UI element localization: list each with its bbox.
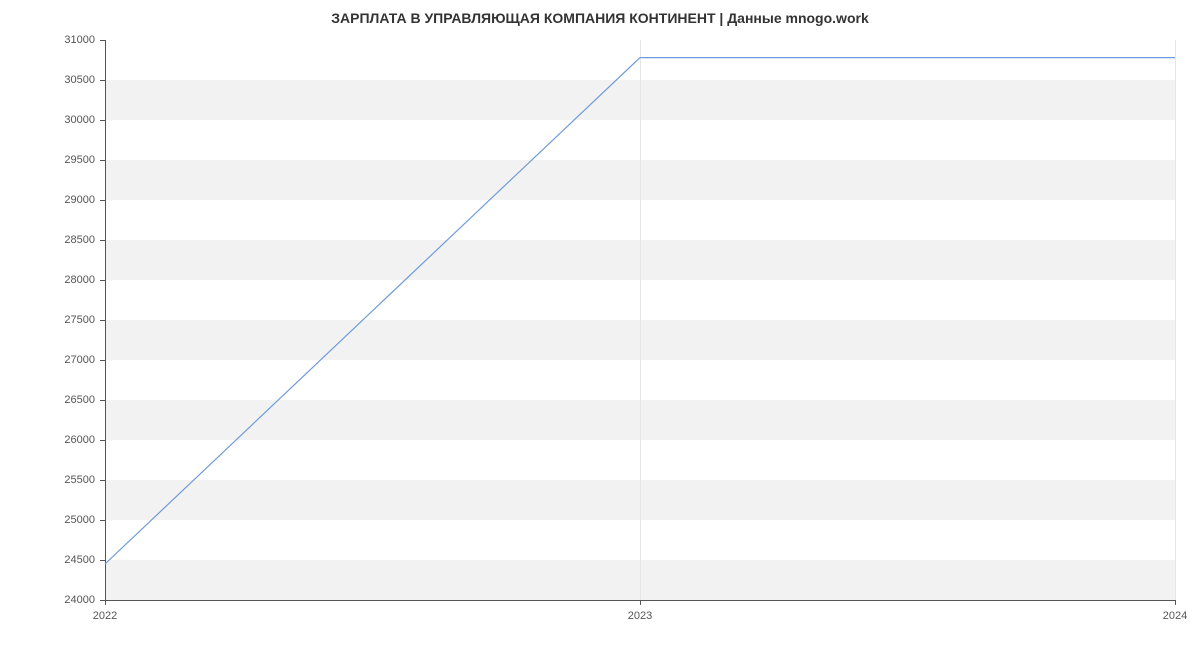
y-tick-label: 30000 [35, 114, 95, 126]
y-tick-label: 24000 [35, 594, 95, 606]
y-tick-label: 24500 [35, 554, 95, 566]
y-tick-label: 26000 [35, 434, 95, 446]
y-tick-label: 25500 [35, 474, 95, 486]
y-tick-label: 31000 [35, 34, 95, 46]
line-layer [105, 40, 1175, 600]
y-tick-label: 27000 [35, 354, 95, 366]
x-tick-label: 2023 [628, 610, 652, 622]
y-tick-label: 28500 [35, 234, 95, 246]
y-tick-label: 25000 [35, 514, 95, 526]
plot-area: 2400024500250002550026000265002700027500… [105, 40, 1175, 600]
x-tick-mark [1175, 600, 1176, 605]
y-tick-label: 29500 [35, 154, 95, 166]
x-tick-label: 2024 [1163, 610, 1187, 622]
y-tick-label: 26500 [35, 394, 95, 406]
y-tick-label: 27500 [35, 314, 95, 326]
y-tick-label: 29000 [35, 194, 95, 206]
salary-chart: ЗАРПЛАТА В УПРАВЛЯЮЩАЯ КОМПАНИЯ КОНТИНЕН… [0, 0, 1200, 650]
x-tick-label: 2022 [93, 610, 117, 622]
x-grid-line [1175, 40, 1176, 600]
series-line [105, 58, 1175, 564]
chart-title: ЗАРПЛАТА В УПРАВЛЯЮЩАЯ КОМПАНИЯ КОНТИНЕН… [0, 10, 1200, 26]
x-tick-mark [105, 600, 106, 605]
x-tick-mark [640, 600, 641, 605]
y-tick-label: 28000 [35, 274, 95, 286]
y-tick-label: 30500 [35, 74, 95, 86]
